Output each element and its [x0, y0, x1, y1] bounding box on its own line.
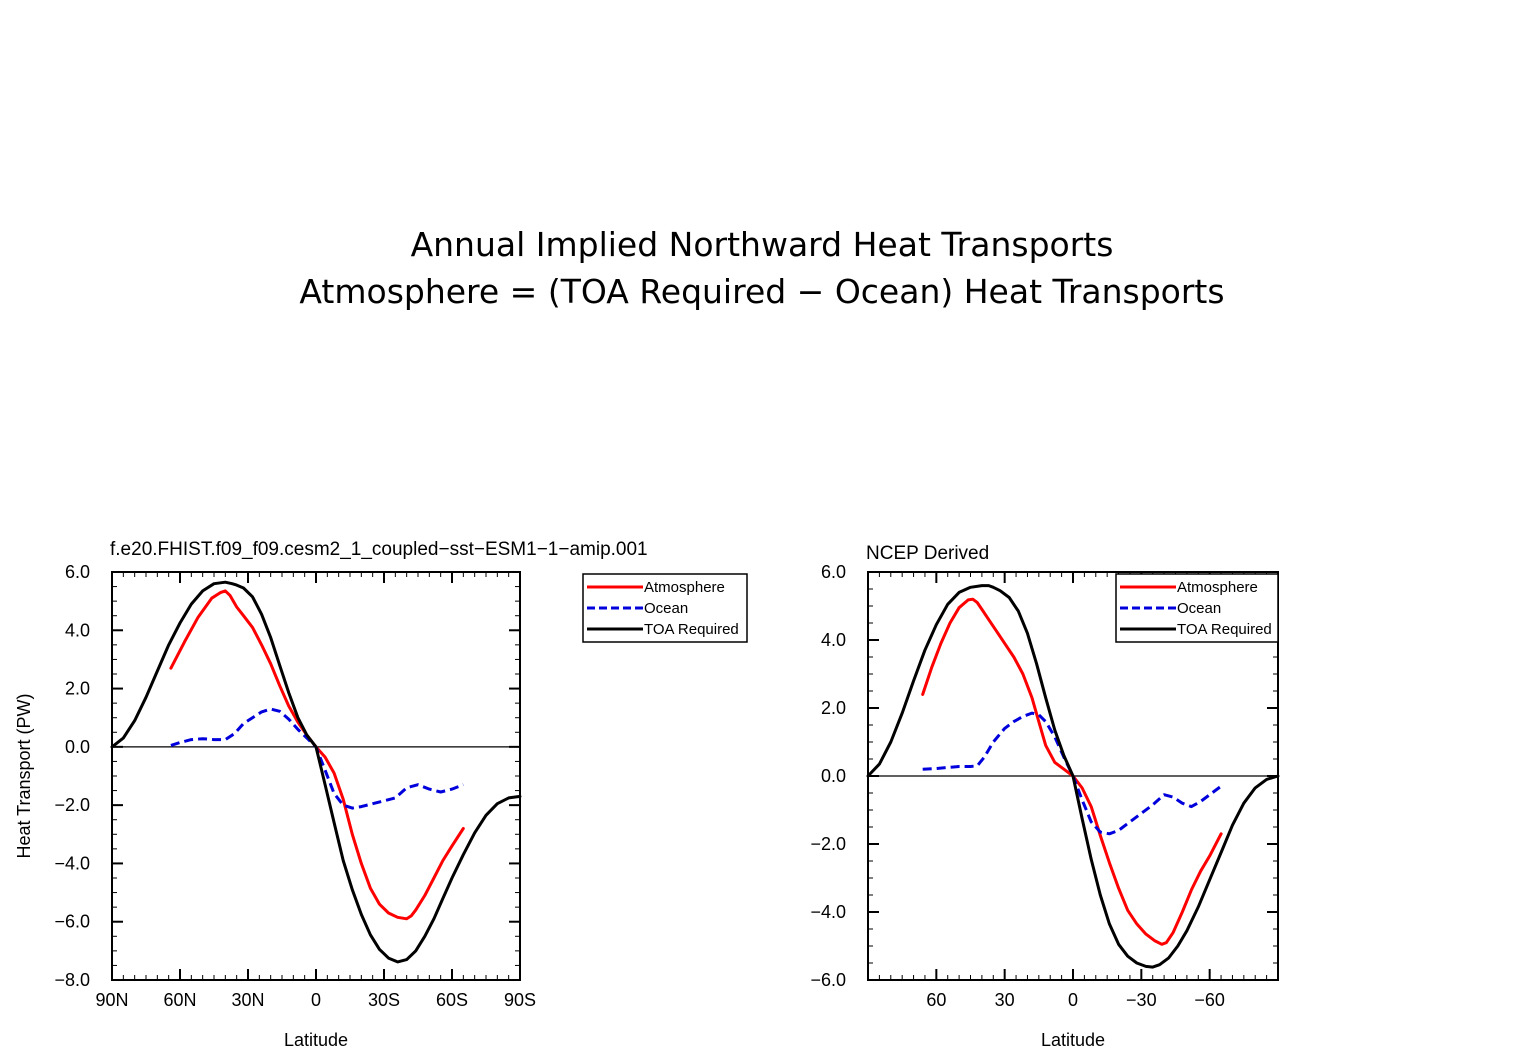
y-tick-label: 2.0 [65, 679, 90, 699]
x-tick-label: 60N [163, 990, 196, 1010]
x-axis-label: Latitude [1041, 1030, 1105, 1050]
panel-model: 90N 60N 30N 0 30S 60S 90S −8.0 −6.0 −4.0 −2.0 0.0 2.… [14, 539, 748, 1050]
y-tick-label: 0.0 [65, 737, 90, 757]
x-tick-label: 90S [504, 990, 536, 1010]
series-line-toa-required [110, 580, 522, 964]
figure-title-line2: Atmosphere = (TOA Required − Ocean) Heat… [299, 272, 1224, 311]
x-axis-label: Latitude [284, 1030, 348, 1050]
legend-label: Ocean [644, 600, 688, 617]
x-tick-label: 30S [368, 990, 400, 1010]
legend-label: Atmosphere [1177, 579, 1258, 596]
y-axis-label: Heat Transport (PW) [14, 693, 34, 858]
legend-box [582, 573, 748, 643]
x-tick-label: 30N [231, 990, 264, 1010]
series-line-ocean [170, 707, 464, 810]
y-tick-label: −4.0 [810, 902, 846, 922]
y-tick-label: −8.0 [54, 970, 90, 990]
legend: Atmosphere Ocean TOA Required [1115, 573, 1279, 643]
x-tick-label: 0 [1068, 990, 1078, 1010]
x-tick-label: 60S [436, 990, 468, 1010]
x-tick-label: −30 [1126, 990, 1157, 1010]
x-tick-label: 30 [995, 990, 1015, 1010]
x-tick-label: −60 [1194, 990, 1225, 1010]
y-tick-label: 6.0 [65, 562, 90, 582]
series-line-toa-required [866, 584, 1280, 969]
y-tick-label: −4.0 [54, 853, 90, 873]
panel-title: f.e20.FHIST.f09_f09.cesm2_1_coupled−sst−… [110, 539, 648, 560]
y-tick-label: 4.0 [821, 630, 846, 650]
y-tick-label: −2.0 [54, 795, 90, 815]
figure-title-line1: Annual Implied Northward Heat Transports [411, 225, 1114, 264]
y-tick-label: −6.0 [810, 970, 846, 990]
legend-label: TOA Required [1177, 621, 1272, 638]
y-tick-label: 6.0 [821, 562, 846, 582]
y-tick-label: 2.0 [821, 698, 846, 718]
panel-title: NCEP Derived [866, 543, 989, 564]
panel-ncep: 60 30 0 −30 −60 −6.0 −4.0 −2.0 0.0 2.0 4.0 6.0 Latit… [810, 543, 1280, 1050]
legend-box [1115, 573, 1279, 643]
y-tick-label: −6.0 [54, 912, 90, 932]
legend-label: Atmosphere [644, 579, 725, 596]
legend-label: TOA Required [644, 621, 739, 638]
y-tick-label: −2.0 [810, 834, 846, 854]
legend-label: Ocean [1177, 600, 1221, 617]
x-tick-label: 90N [95, 990, 128, 1010]
y-tick-label: 4.0 [65, 620, 90, 640]
legend: Atmosphere Ocean TOA Required [582, 573, 748, 643]
y-tick-label: 0.0 [821, 766, 846, 786]
x-tick-label: 60 [926, 990, 946, 1010]
series-line-atmosphere [169, 589, 465, 921]
series-line-atmosphere [921, 597, 1223, 946]
x-tick-label: 0 [311, 990, 321, 1010]
